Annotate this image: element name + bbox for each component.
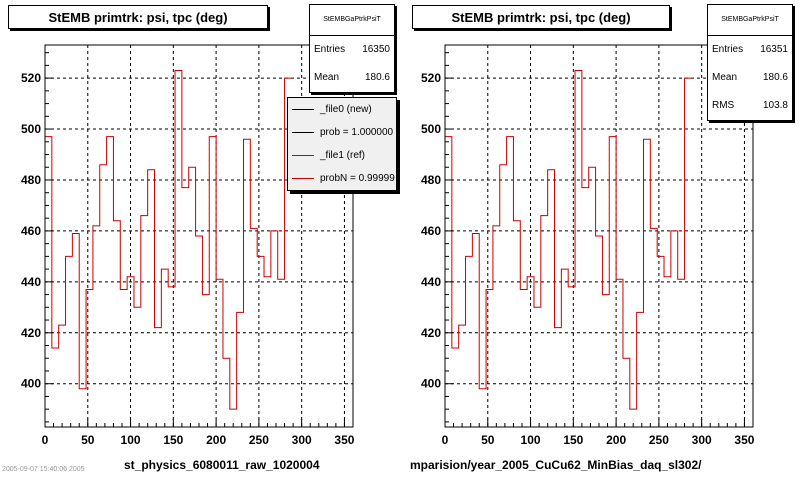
x-tick-label: 200: [606, 433, 626, 447]
legend-entry-new-file: _file0 (new): [288, 98, 396, 121]
stats-entries-value: 16351: [760, 44, 788, 55]
y-tick-label: 500: [421, 122, 441, 136]
y-tick-label: 420: [21, 326, 41, 340]
stats-mean-label: Mean: [712, 72, 738, 83]
legend-entry-label: prob = 1.000000: [320, 127, 394, 138]
legend-entry-probn: probN = 0.99999: [288, 167, 396, 190]
y-tick-label: 400: [421, 377, 441, 391]
stats-mean-value: 180.6: [364, 72, 390, 83]
y-tick-label: 500: [21, 122, 41, 136]
stats-entries-row: Entries 16351: [708, 36, 792, 64]
legend-line-red: [292, 178, 314, 179]
x-tick-label: 250: [649, 433, 669, 447]
left-stats-box: StEMBGaPtrkPsiT Entries 16350 Mean 180.6: [309, 4, 395, 93]
right-histogram-title: StEMB primtrk: psi, tpc (deg): [412, 5, 670, 29]
x-tick-label: 300: [292, 433, 312, 447]
y-tick-label: 460: [21, 224, 41, 238]
histogram-series-line: [445, 69, 692, 410]
y-tick-label: 520: [421, 71, 441, 85]
legend-line-red: [292, 155, 314, 156]
x-tick-label: 50: [81, 433, 95, 447]
y-tick-label: 460: [421, 224, 441, 238]
x-tick-label: 150: [563, 433, 583, 447]
y-tick-label: 440: [21, 275, 41, 289]
legend-entry-ref-file: _file1 (ref): [288, 144, 396, 167]
histogram-series-line: [45, 69, 292, 410]
stats-histogram-name: StEMBGaPtrkPsiT: [708, 5, 792, 36]
legend-line-black: [292, 109, 314, 110]
x-tick-label: 100: [521, 433, 541, 447]
stats-rms-row: RMS 103.8: [708, 92, 792, 120]
right-stats-box: StEMBGaPtrkPsiT Entries 16351 Mean 180.6…: [707, 4, 793, 121]
stats-histogram-name: StEMBGaPtrkPsiT: [310, 5, 394, 36]
x-tick-label: 350: [334, 433, 354, 447]
legend-entry-label: probN = 0.99999: [320, 173, 395, 184]
right-histogram-plot[interactable]: 0 50 100 150 200 250 300 350 400 420 440 460 480 500 5…: [400, 0, 800, 460]
y-tick-label: 520: [21, 71, 41, 85]
x-tick-label: 250: [249, 433, 269, 447]
x-tick-label: 0: [442, 433, 449, 447]
legend-entry-label: _file0 (new): [320, 104, 372, 115]
left-file-label: st_physics_6080011_raw_1020004: [124, 458, 320, 472]
left-histogram-pad: 0 50 100 150 200 250 300 350 400 420 440 460 480 500 5…: [0, 0, 400, 460]
legend-line-black: [292, 132, 314, 133]
x-tick-label: 100: [121, 433, 141, 447]
stats-rms-label: RMS: [712, 100, 735, 111]
x-tick-label: 300: [692, 433, 712, 447]
stats-mean-row: Mean 180.6: [310, 64, 394, 92]
y-tick-label: 440: [421, 275, 441, 289]
y-tick-label: 420: [421, 326, 441, 340]
stats-entries-label: Entries: [712, 44, 744, 55]
x-tick-label: 50: [481, 433, 495, 447]
stats-entries-row: Entries 16350: [310, 36, 394, 64]
x-tick-label: 150: [163, 433, 183, 447]
x-tick-label: 350: [734, 433, 754, 447]
right-file-label: mparision/year_2005_CuCu62_MinBias_daq_s…: [410, 458, 702, 472]
legend-entry-prob: prob = 1.000000: [288, 121, 396, 144]
y-tick-label: 480: [21, 173, 41, 187]
stats-mean-row: Mean 180.6: [708, 64, 792, 92]
left-histogram-title: StEMB primtrk: psi, tpc (deg): [8, 5, 268, 29]
stats-mean-label: Mean: [314, 72, 340, 83]
footer-timestamp: 2005-09-07 15:40:06 2005: [2, 466, 85, 473]
y-tick-label: 480: [421, 173, 441, 187]
stats-rms-value: 103.8: [762, 100, 788, 111]
stats-mean-value: 180.6: [762, 72, 788, 83]
stats-entries-label: Entries: [314, 44, 346, 55]
x-tick-label: 200: [206, 433, 226, 447]
y-tick-label: 400: [21, 377, 41, 391]
left-histogram-plot[interactable]: 0 50 100 150 200 250 300 350 400 420 440 460 480 500 5…: [0, 0, 400, 460]
right-histogram-pad: 0 50 100 150 200 250 300 350 400 420 440 460 480 500 5…: [400, 0, 800, 460]
comparison-legend: _file0 (new) prob = 1.000000 _file1 (ref…: [287, 97, 397, 191]
stats-entries-value: 16350: [362, 44, 390, 55]
x-tick-label: 0: [42, 433, 49, 447]
legend-entry-label: _file1 (ref): [320, 150, 366, 161]
